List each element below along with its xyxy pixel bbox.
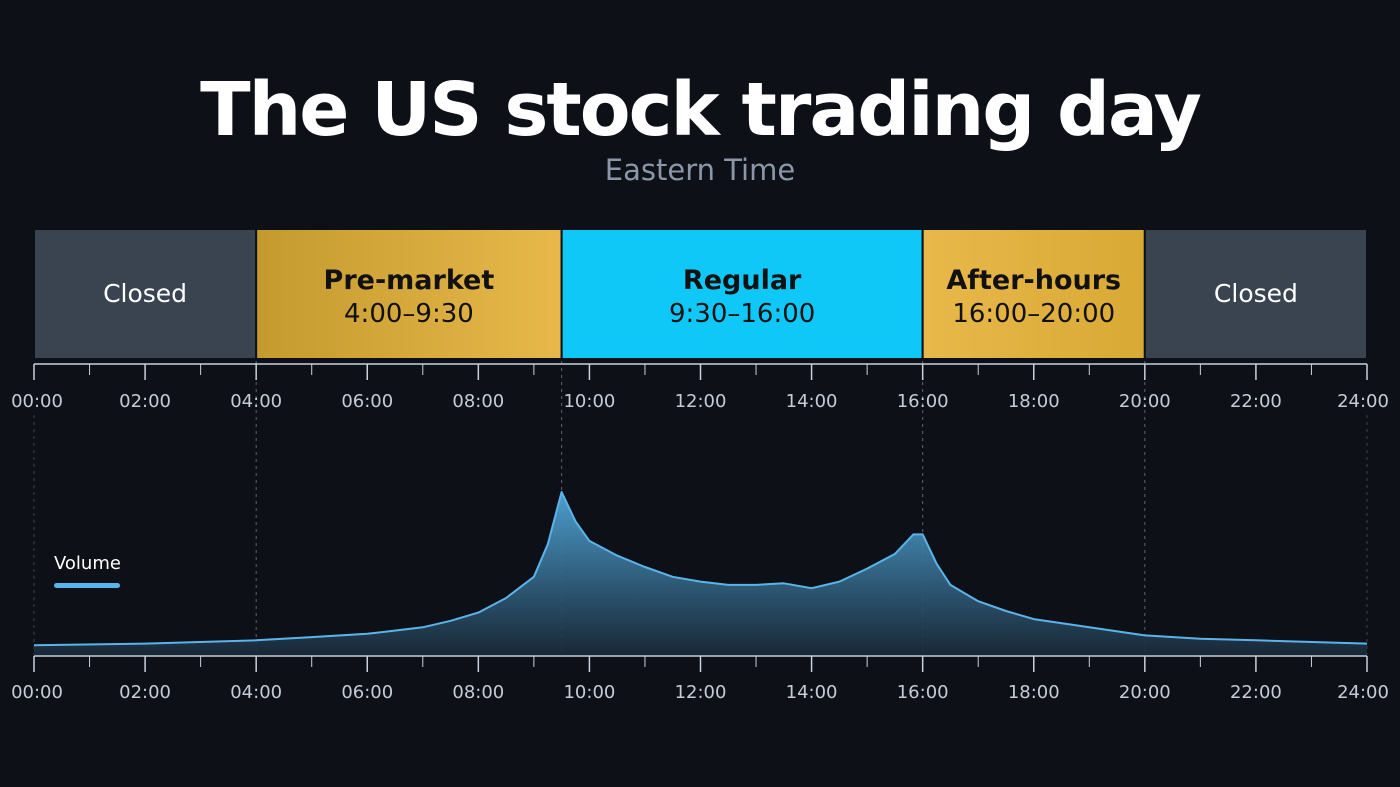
tick-label: 04:00 bbox=[230, 682, 282, 703]
tick-label: 00:00 bbox=[11, 391, 63, 412]
tick-label: 08:00 bbox=[452, 391, 504, 412]
session-name: Closed bbox=[1214, 279, 1298, 308]
session-band bbox=[1143, 228, 1369, 360]
tick-label: 16:00 bbox=[897, 682, 949, 703]
chart-title: The US stock trading day bbox=[200, 67, 1202, 153]
tick-label: 06:00 bbox=[341, 682, 393, 703]
tick-label: 10:00 bbox=[563, 391, 615, 412]
tick-label: 04:00 bbox=[230, 391, 282, 412]
tick-label: 02:00 bbox=[119, 391, 171, 412]
tick-label: 24:00 bbox=[1337, 682, 1389, 703]
tick-label: 10:00 bbox=[563, 682, 615, 703]
session-name: Regular bbox=[683, 265, 802, 296]
tick-label: 20:00 bbox=[1119, 391, 1171, 412]
session-hours: 16:00–20:00 bbox=[952, 299, 1115, 329]
tick-label: 22:00 bbox=[1230, 391, 1282, 412]
volume-area bbox=[34, 492, 1367, 655]
session-closed-4: Closed bbox=[1143, 228, 1369, 360]
session-band bbox=[33, 228, 258, 360]
legend-label: Volume bbox=[54, 553, 121, 574]
tick-label: 12:00 bbox=[675, 682, 727, 703]
session-name: After-hours bbox=[946, 265, 1121, 296]
tick-label: 02:00 bbox=[119, 682, 171, 703]
legend-swatch bbox=[54, 583, 120, 588]
session-hours: 4:00–9:30 bbox=[344, 299, 474, 329]
session-closed-0: Closed bbox=[33, 228, 258, 360]
tick-label: 12:00 bbox=[675, 391, 727, 412]
session-hours: 9:30–16:00 bbox=[669, 299, 815, 329]
tick-label: 18:00 bbox=[1008, 682, 1060, 703]
session-band bbox=[921, 228, 1146, 360]
tick-label: 18:00 bbox=[1008, 391, 1060, 412]
volume-line bbox=[33, 491, 1368, 647]
chart-subtitle: Eastern Time bbox=[604, 153, 796, 187]
session-name: Closed bbox=[103, 279, 187, 308]
tick-label: 14:00 bbox=[786, 391, 838, 412]
tick-label: 24:00 bbox=[1337, 391, 1389, 412]
tick-label: 16:00 bbox=[897, 391, 949, 412]
tick-label: 22:00 bbox=[1230, 682, 1282, 703]
tick-label: 06:00 bbox=[341, 391, 393, 412]
tick-label: 08:00 bbox=[452, 682, 504, 703]
session-name: Pre-market bbox=[324, 265, 495, 296]
tick-label: 00:00 bbox=[11, 682, 63, 703]
tick-label: 14:00 bbox=[786, 682, 838, 703]
tick-label: 20:00 bbox=[1119, 682, 1171, 703]
